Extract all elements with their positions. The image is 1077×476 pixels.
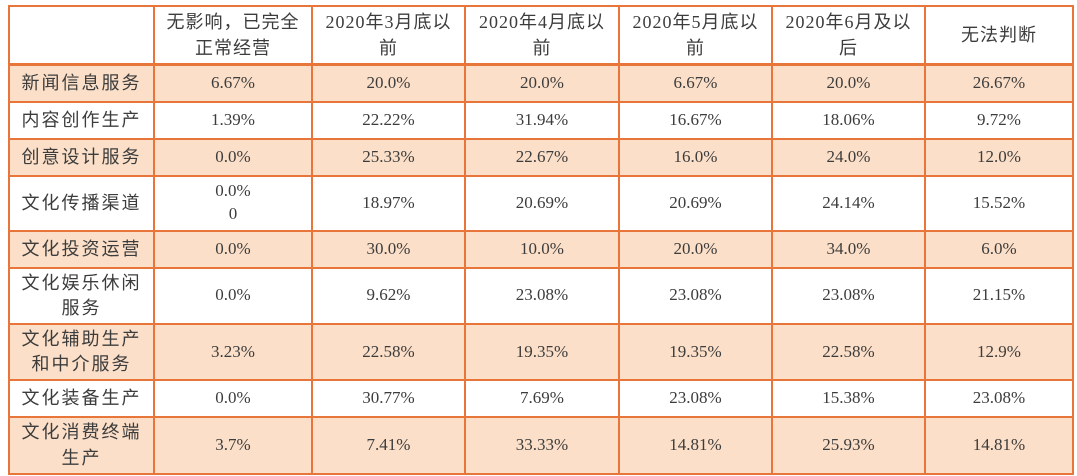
value-cell: 23.08% — [924, 379, 1074, 419]
value-cell: 19.35% — [464, 323, 620, 382]
row-label: 文化消费终端生产 — [8, 416, 155, 475]
row-label: 文化装备生产 — [8, 379, 155, 419]
column-header-cannot-judge: 无法判断 — [924, 5, 1074, 67]
value-cell: 20.0% — [771, 63, 926, 103]
column-header-no-impact: 无影响，已完全正常经营 — [153, 5, 313, 67]
value-cell: 18.97% — [311, 174, 466, 232]
value-cell: 30.77% — [311, 379, 466, 419]
table-row: 文化传播渠道 0.0% 0 18.97% 20.69% 20.69% 24.14… — [8, 174, 1074, 232]
value-cell: 24.0% — [771, 137, 926, 177]
value-cell: 23.08% — [464, 266, 620, 326]
value-cell: 19.35% — [618, 323, 773, 382]
value-cell: 23.08% — [618, 379, 773, 419]
row-label: 文化投资运营 — [8, 229, 155, 269]
value-cell: 0.0% — [153, 266, 313, 326]
table-row: 内容创作生产 1.39% 22.22% 31.94% 16.67% 18.06%… — [8, 100, 1074, 140]
value-cell: 23.08% — [618, 266, 773, 326]
value-cell: 3.23% — [153, 323, 313, 382]
value-cell: 0.0% 0 — [153, 174, 313, 232]
value-cell: 18.06% — [771, 100, 926, 140]
table-row: 文化投资运营 0.0% 30.0% 10.0% 20.0% 34.0% 6.0% — [8, 229, 1074, 269]
value-cell: 3.7% — [153, 416, 313, 475]
value-cell: 0.0% — [153, 137, 313, 177]
value-cell: 12.0% — [924, 137, 1074, 177]
value-cell: 10.0% — [464, 229, 620, 269]
value-cell: 20.0% — [618, 229, 773, 269]
value-cell: 16.0% — [618, 137, 773, 177]
value-cell: 9.62% — [311, 266, 466, 326]
row-label: 创意设计服务 — [8, 137, 155, 177]
row-label: 文化娱乐休闲服务 — [8, 266, 155, 326]
value-cell: 34.0% — [771, 229, 926, 269]
value-cell: 14.81% — [924, 416, 1074, 475]
value-cell: 16.67% — [618, 100, 773, 140]
value-cell: 22.22% — [311, 100, 466, 140]
value-cell: 33.33% — [464, 416, 620, 475]
value-cell: 22.58% — [311, 323, 466, 382]
table-row: 创意设计服务 0.0% 25.33% 22.67% 16.0% 24.0% 12… — [8, 137, 1074, 177]
value-cell: 25.93% — [771, 416, 926, 475]
value-cell: 14.81% — [618, 416, 773, 475]
table-row: 文化娱乐休闲服务 0.0% 9.62% 23.08% 23.08% 23.08%… — [8, 266, 1074, 326]
column-header-june-after: 2020年6月及以后 — [771, 5, 926, 67]
value-cell: 22.58% — [771, 323, 926, 382]
value-cell: 20.0% — [464, 63, 620, 103]
table-row: 新闻信息服务 6.67% 20.0% 20.0% 6.67% 20.0% 26.… — [8, 63, 1074, 103]
value-cell: 20.0% — [311, 63, 466, 103]
value-cell: 20.69% — [464, 174, 620, 232]
value-cell: 20.69% — [618, 174, 773, 232]
value-cell: 30.0% — [311, 229, 466, 269]
table-row: 文化消费终端生产 3.7% 7.41% 33.33% 14.81% 25.93%… — [8, 416, 1074, 475]
column-header-empty — [8, 5, 155, 67]
value-cell: 25.33% — [311, 137, 466, 177]
value-cell: 12.9% — [924, 323, 1074, 382]
value-cell: 7.41% — [311, 416, 466, 475]
table-row: 文化装备生产 0.0% 30.77% 7.69% 23.08% 15.38% 2… — [8, 379, 1074, 419]
table-row: 文化辅助生产和中介服务 3.23% 22.58% 19.35% 19.35% 2… — [8, 323, 1074, 382]
row-label: 文化辅助生产和中介服务 — [8, 323, 155, 382]
value-cell: 6.0% — [924, 229, 1074, 269]
value-cell: 26.67% — [924, 63, 1074, 103]
row-label: 新闻信息服务 — [8, 63, 155, 103]
row-label: 内容创作生产 — [8, 100, 155, 140]
value-cell: 31.94% — [464, 100, 620, 140]
value-cell: 0.0% — [153, 229, 313, 269]
value-cell: 24.14% — [771, 174, 926, 232]
header-row: 无影响，已完全正常经营 2020年3月底以前 2020年4月底以前 2020年5… — [8, 5, 1074, 67]
column-header-before-may: 2020年5月底以前 — [618, 5, 773, 67]
value-cell: 9.72% — [924, 100, 1074, 140]
row-label: 文化传播渠道 — [8, 174, 155, 232]
value-cell: 15.38% — [771, 379, 926, 419]
column-header-before-march: 2020年3月底以前 — [311, 5, 466, 67]
value-cell: 22.67% — [464, 137, 620, 177]
value-cell: 6.67% — [618, 63, 773, 103]
value-cell: 0.0% — [153, 379, 313, 419]
impact-table: 无影响，已完全正常经营 2020年3月底以前 2020年4月底以前 2020年5… — [8, 5, 1074, 475]
value-cell: 6.67% — [153, 63, 313, 103]
value-cell: 7.69% — [464, 379, 620, 419]
value-cell: 21.15% — [924, 266, 1074, 326]
value-cell: 23.08% — [771, 266, 926, 326]
column-header-before-april: 2020年4月底以前 — [464, 5, 620, 67]
impact-table-container: 无影响，已完全正常经营 2020年3月底以前 2020年4月底以前 2020年5… — [8, 5, 1074, 475]
value-cell: 1.39% — [153, 100, 313, 140]
value-cell: 15.52% — [924, 174, 1074, 232]
